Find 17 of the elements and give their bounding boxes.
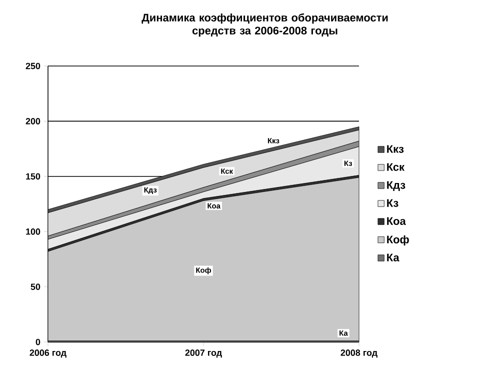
x-tick-label: 2007 год (185, 350, 222, 358)
y-tick-label: 150 (26, 173, 40, 180)
legend-label: Коф (387, 235, 409, 246)
y-tick-label: 100 (26, 228, 40, 235)
legend-label: Кз (387, 199, 398, 207)
legend-label: Коа (387, 217, 406, 225)
legend-label: Кдз (387, 181, 406, 191)
legend-label: Ка (387, 254, 400, 262)
y-tick-label: 0 (36, 338, 40, 346)
chart-title: Динамика коэффициентов оборачиваемости средств за 2006-2008 годы (142, 13, 388, 37)
x-tick-label: 2008 год (340, 350, 378, 358)
y-tick-label: 250 (26, 62, 40, 70)
legend-label: Кск (387, 163, 404, 171)
y-tick-label: 200 (26, 118, 40, 124)
x-tick-label: 2006 год (30, 350, 66, 358)
y-tick-label: 50 (30, 284, 40, 290)
legend-label: Ккз (387, 145, 404, 153)
